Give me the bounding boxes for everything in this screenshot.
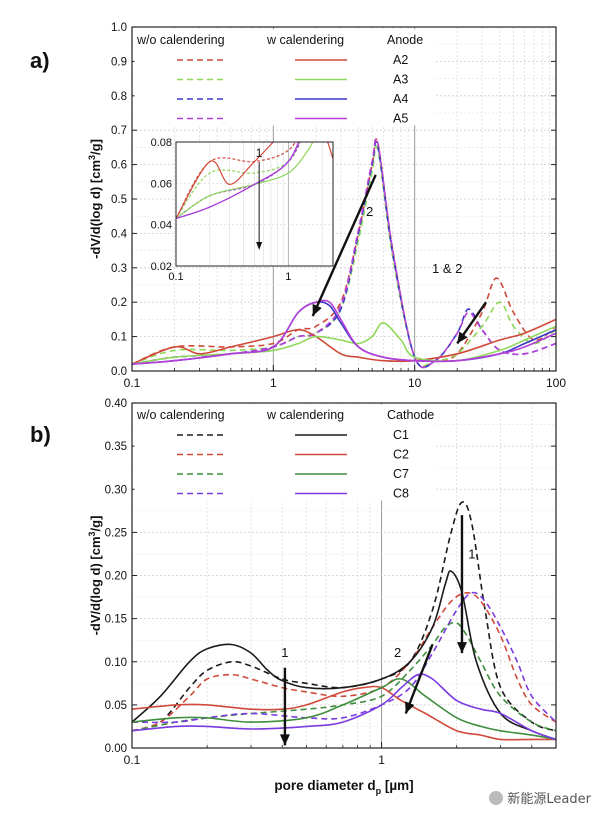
panel-b-annotation-2: 2 (394, 645, 401, 660)
panel-a-ytick-label: 0.2 (111, 297, 127, 309)
panel-a-inset-ytick-label: 0.04 (151, 220, 172, 232)
panel-a-inset-ytick-label: 0.08 (151, 137, 172, 149)
panel-b-ytick-label: 0.40 (105, 398, 127, 410)
panel-a-annotation-2: 2 (366, 204, 373, 219)
panel-b-arrow-1-right-head (456, 642, 467, 654)
panel-b-annotation-1-right: 1 (468, 546, 475, 561)
panel-a-inset-line-A2-solid (176, 142, 333, 219)
panel-a-arrow-1-2 (456, 301, 488, 345)
panel-a-ytick-label: 0.7 (111, 125, 127, 137)
panel-a-arrow-2 (311, 174, 377, 317)
panel-a-legend-label-A5: A5 (393, 112, 408, 126)
panel-a-arrow-2-shaft (311, 174, 377, 317)
panel-b-series-line-C2-solid (132, 685, 556, 741)
panel-b-arrow-2 (404, 644, 434, 714)
panel-a: 0.00.10.20.30.40.50.60.70.80.91.00.1 1 10 1… (30, 22, 566, 390)
panel-b-arrow-1-right (456, 515, 467, 654)
panel-b-xtick-label: 1 (378, 753, 385, 767)
panel-b-ytick-label: 0.20 (105, 571, 127, 583)
panel-a-ytick-label: 0.3 (111, 263, 127, 275)
panel-b-legend-label-C7: C7 (393, 467, 409, 481)
panel-b-legend-header-wo: w/o calendering (136, 408, 225, 422)
panel-a-inset-ytick-label: 0.06 (151, 178, 172, 190)
panel-b-axes-frame (131, 402, 557, 749)
panel-b-arrow-2-shaft (404, 644, 434, 714)
panel-a-ytick-label: 0.5 (111, 194, 127, 206)
panel-b-series-line-C1-solid (132, 570, 556, 741)
panel-a-axes-frame (131, 26, 557, 372)
panel-a-legend-label-A3: A3 (393, 73, 408, 87)
panel-b-legend-label-C8: C8 (393, 487, 409, 501)
panel-a-series-line-A2-solid (132, 318, 556, 365)
panel-b-series-group (132, 501, 556, 741)
panel-a-arrow-1-2-head (457, 331, 468, 344)
panel-a-ytick-label: 0.6 (111, 160, 127, 172)
panel-b-legend-header-w: w calendering (266, 408, 344, 422)
panel-b-ytick-label: 0.00 (105, 743, 127, 755)
panel-a-legend-header-type: Anode (387, 33, 423, 47)
panel-a-xtick-label: 0.1 (124, 376, 141, 390)
panel-a-inset-series-group (176, 142, 333, 220)
panel-a-inset-ytick-label: 0.02 (151, 261, 172, 273)
panel-b: 0.00 0.05 0.10 0.15 0.20 0.25 0.30 0.35 0.40 0.1 1… (30, 398, 557, 796)
panel-a-legend-header-w: w calendering (266, 33, 344, 47)
panel-a-inset: 0.02 0.04 0.06 0.08 0.1 1 1 (151, 137, 334, 283)
panel-a-inset-arrow-head (256, 242, 263, 250)
panel-b-label: b) (30, 422, 51, 447)
panel-a-inset-annotation: 1 (256, 146, 263, 160)
panel-b-series-line-C7-solid (132, 677, 556, 741)
panel-b-ytick-label: 0.30 (105, 484, 127, 496)
panel-a-ytick-label: 0.8 (111, 91, 127, 103)
panel-b-series-line-C7-dashed (132, 621, 556, 732)
panel-a-arrow-2-head (312, 303, 322, 316)
panel-b-legend-label-C2: C2 (393, 448, 409, 462)
panel-b-ylabel: -dV/d(log d) [cm3/g] (87, 516, 103, 636)
panel-b-arrow-2-head (405, 701, 415, 714)
panel-b-ytick-label: 0.05 (105, 700, 127, 712)
panel-a-legend-header-wo: w/o calendering (136, 33, 225, 47)
panel-b-legend-bg (134, 404, 436, 501)
panel-b-arrow-1-left (279, 667, 290, 746)
panel-a-annotation-1-2: 1 & 2 (432, 261, 462, 276)
panel-a-inset-line-A3-dashed (176, 142, 302, 219)
panel-a-ytick-label: 0.0 (111, 366, 127, 378)
panel-b-ytick-label: 0.35 (105, 441, 127, 453)
panel-b-legend-header-type: Cathode (387, 408, 434, 422)
panel-a-ytick-label: 0.4 (111, 228, 128, 240)
panel-a-inset-frame (175, 141, 334, 267)
panel-a-inset-xtick-label: 1 (285, 271, 291, 283)
panel-a-xtick-label: 10 (408, 376, 422, 390)
wechat-icon (489, 791, 504, 805)
panel-b-ytick-label: 0.15 (105, 614, 127, 626)
panel-a-inset-xtick-label: 0.1 (168, 271, 183, 283)
panel-a-series-line-A5-solid (132, 299, 556, 365)
panel-b-ytick-label: 0.10 (105, 657, 127, 669)
panel-a-label: a) (30, 48, 50, 73)
panel-a-inset-line-A3-solid (176, 142, 314, 219)
panel-a-legend-label-A2: A2 (393, 53, 408, 67)
panel-a-legend-label-A4: A4 (393, 92, 408, 106)
panel-a-xtick-label: 1 (270, 376, 277, 390)
panel-b-ytick-label: 0.25 (105, 527, 127, 539)
panel-b-annotation-1-left: 1 (281, 645, 288, 660)
panel-b-xtick-label: 0.1 (124, 753, 141, 767)
panel-a-ytick-label: 0.9 (111, 56, 127, 68)
panel-a-inset-line-A5-solid (176, 142, 300, 220)
panel-a-series-group (132, 137, 556, 369)
panel-b-legend-label-C1: C1 (393, 428, 409, 442)
panel-a-xtick-label: 100 (546, 376, 566, 390)
panel-b-arrow-1-left-head (279, 734, 290, 746)
panel-a-ytick-label: 0.1 (111, 332, 127, 344)
watermark: 新能源Leader (489, 788, 591, 807)
panel-b-series-line-C8-solid (132, 673, 556, 741)
panel-a-ytick-label: 1.0 (111, 22, 127, 34)
panel-a-legend-bg (134, 29, 436, 126)
watermark-text: 新能源Leader (507, 792, 591, 807)
panel-a-ylabel: -dV/d(log d) [cm3/g] (87, 139, 103, 259)
panel-b-xlabel: pore diameter dp [µm] (274, 778, 413, 796)
